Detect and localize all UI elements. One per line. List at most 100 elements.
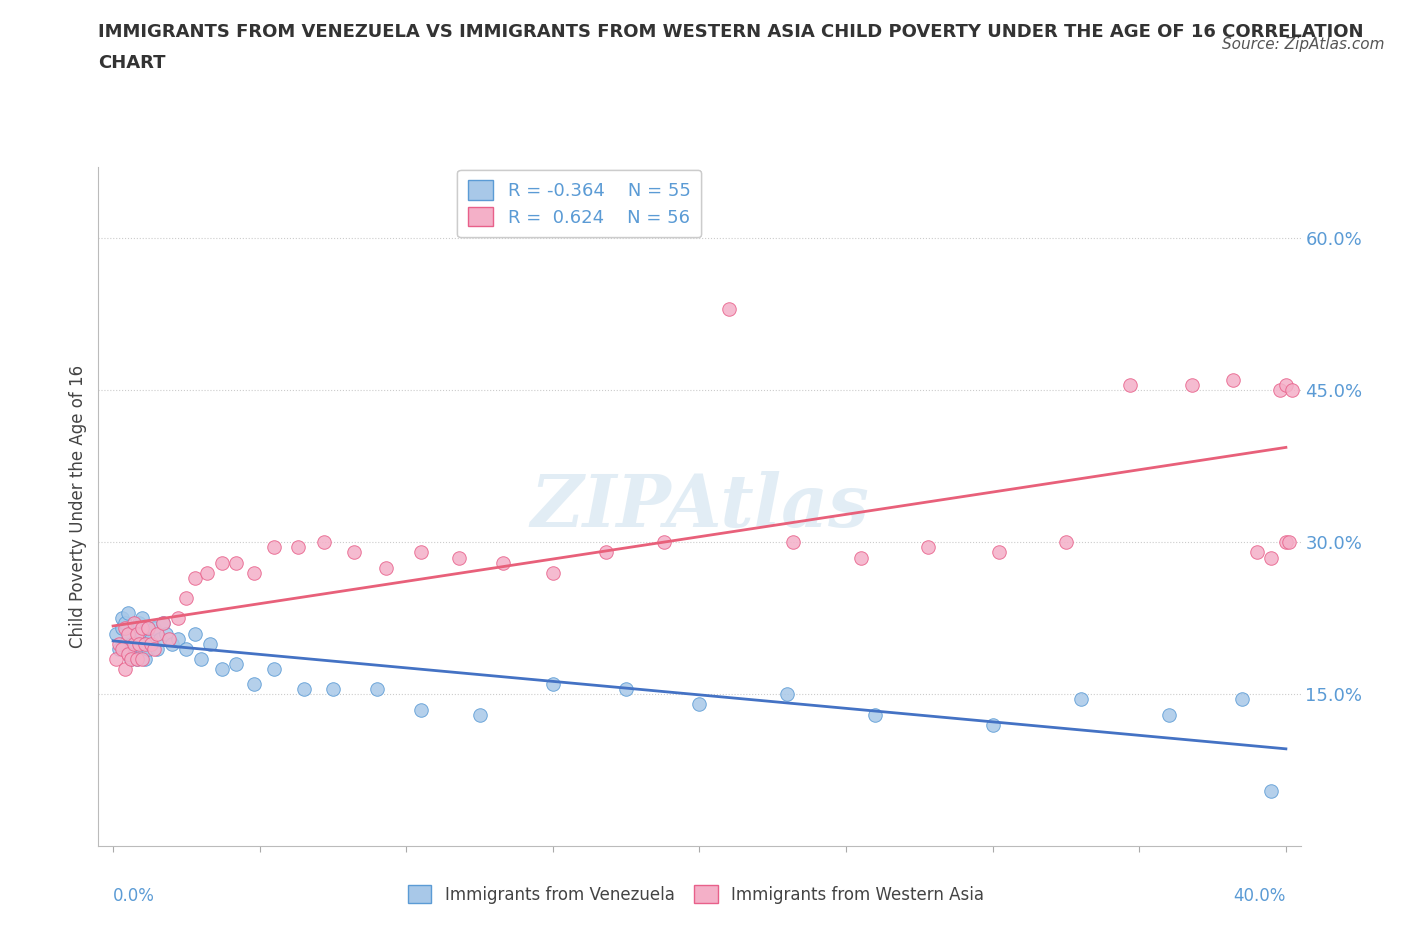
Point <box>117 605 139 620</box>
Point <box>146 626 169 641</box>
Point <box>122 636 145 651</box>
Point <box>136 621 159 636</box>
Point <box>917 540 939 555</box>
Point <box>541 565 564 580</box>
Point <box>1222 373 1244 388</box>
Point <box>117 642 139 657</box>
Point <box>342 545 364 560</box>
Point <box>314 535 336 550</box>
Point <box>143 642 166 657</box>
Point <box>122 616 145 631</box>
Point <box>114 661 136 676</box>
Text: 0.0%: 0.0% <box>112 887 155 905</box>
Point <box>849 550 872 565</box>
Point <box>157 631 180 646</box>
Point <box>287 540 309 555</box>
Point <box>117 631 139 646</box>
Point <box>134 651 156 666</box>
Point <box>1157 707 1180 722</box>
Point <box>152 616 174 631</box>
Point <box>111 611 134 626</box>
Point <box>211 555 233 570</box>
Point <box>143 621 166 636</box>
Point <box>134 636 156 651</box>
Point <box>125 626 148 641</box>
Text: CHART: CHART <box>98 54 166 72</box>
Point <box>366 682 388 697</box>
Point <box>322 682 344 697</box>
Point <box>122 621 145 636</box>
Point <box>1181 378 1204 392</box>
Point <box>114 616 136 631</box>
Point <box>225 555 247 570</box>
Point <box>243 565 266 580</box>
Point <box>134 636 156 651</box>
Point <box>152 616 174 631</box>
Point <box>198 636 221 651</box>
Point <box>409 545 432 560</box>
Point <box>117 646 139 661</box>
Point <box>120 636 142 651</box>
Point <box>149 631 172 646</box>
Point <box>166 631 188 646</box>
Point <box>128 636 150 651</box>
Point <box>105 626 128 641</box>
Point <box>409 702 432 717</box>
Point <box>1278 535 1301 550</box>
Point <box>120 651 142 666</box>
Point <box>1119 378 1142 392</box>
Point <box>131 611 153 626</box>
Point <box>184 570 207 585</box>
Point <box>166 611 188 626</box>
Point <box>190 651 212 666</box>
Point <box>595 545 617 560</box>
Text: ZIPAtlas: ZIPAtlas <box>530 472 869 542</box>
Point <box>125 651 148 666</box>
Point <box>492 555 515 570</box>
Point <box>141 631 163 646</box>
Point <box>1246 545 1268 560</box>
Point <box>131 642 153 657</box>
Point <box>987 545 1010 560</box>
Point <box>1275 378 1298 392</box>
Point <box>865 707 887 722</box>
Point <box>160 636 183 651</box>
Point <box>136 642 159 657</box>
Point <box>155 626 177 641</box>
Point <box>141 636 163 651</box>
Point <box>114 636 136 651</box>
Point <box>195 565 218 580</box>
Point <box>1275 535 1298 550</box>
Point <box>614 682 637 697</box>
Point <box>652 535 675 550</box>
Point <box>225 657 247 671</box>
Point <box>1230 692 1253 707</box>
Point <box>176 642 198 657</box>
Point <box>111 621 134 636</box>
Point <box>131 626 153 641</box>
Point <box>128 616 150 631</box>
Point <box>447 550 470 565</box>
Point <box>243 677 266 692</box>
Point <box>689 697 711 711</box>
Point <box>292 682 315 697</box>
Point <box>125 626 148 641</box>
Point <box>782 535 804 550</box>
Point <box>211 661 233 676</box>
Point <box>776 687 799 702</box>
Legend: R = -0.364    N = 55, R =  0.624    N = 56: R = -0.364 N = 55, R = 0.624 N = 56 <box>457 169 702 237</box>
Point <box>541 677 564 692</box>
Point <box>184 626 207 641</box>
Point <box>176 591 198 605</box>
Point <box>136 621 159 636</box>
Point <box>1281 383 1303 398</box>
Point <box>111 642 134 657</box>
Point <box>1260 783 1282 798</box>
Point <box>717 302 740 317</box>
Point <box>125 651 148 666</box>
Point <box>122 642 145 657</box>
Point <box>1260 550 1282 565</box>
Point <box>128 636 150 651</box>
Point <box>1070 692 1092 707</box>
Point <box>120 651 142 666</box>
